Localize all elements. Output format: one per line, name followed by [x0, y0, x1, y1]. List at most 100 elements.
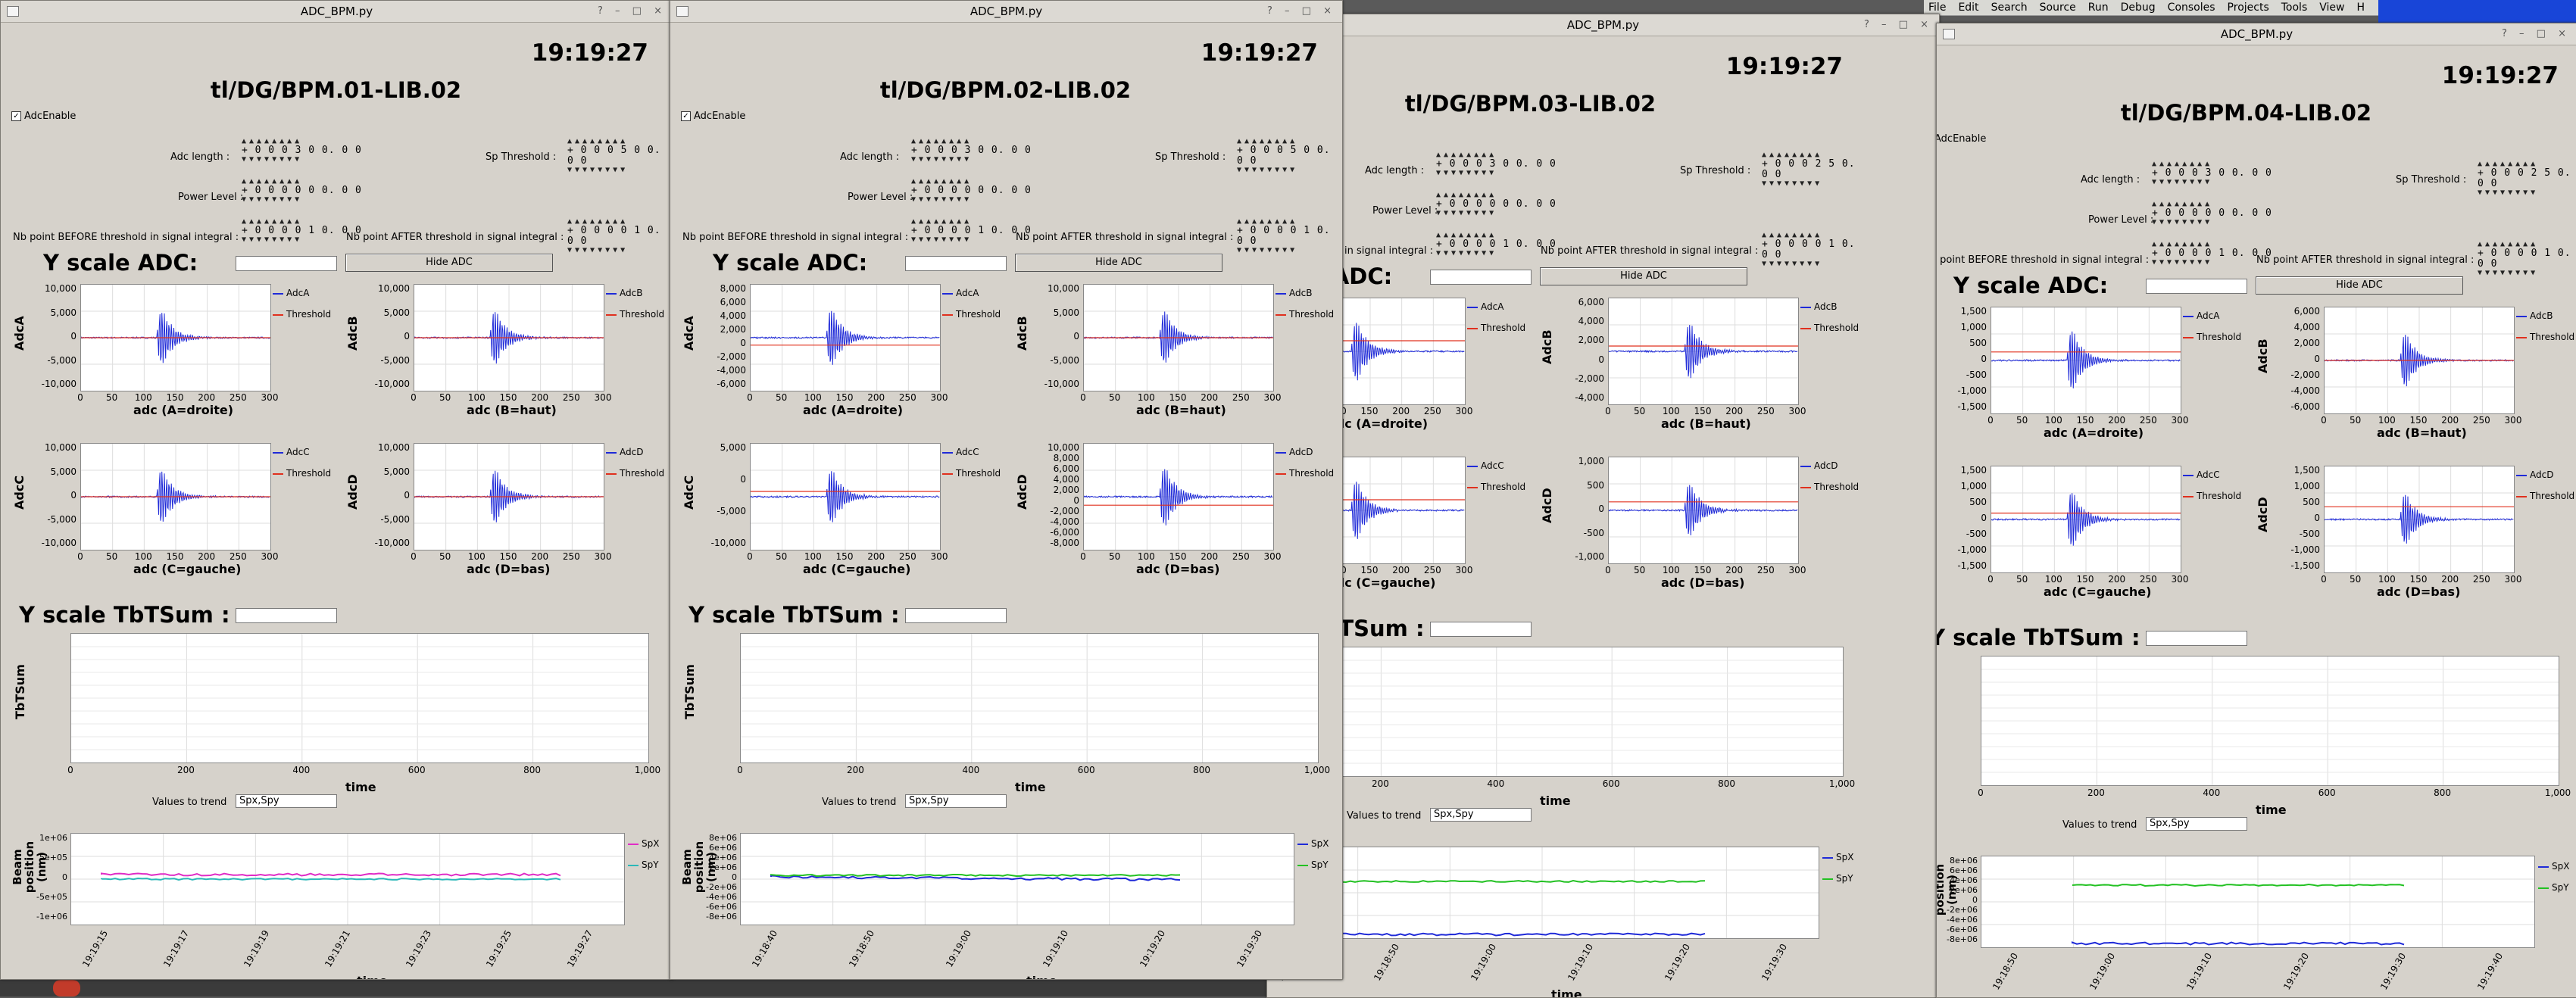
adc-length-spinbox-down-arrows[interactable]: ▼▼▼▼▼▼▼▼ — [911, 155, 973, 164]
power-level-spinbox-up-arrows[interactable]: ▲▲▲▲▲▲▲▲ — [2152, 200, 2213, 208]
ide-menu-item[interactable]: Consoles — [2167, 2, 2215, 14]
y-scale-adc-input[interactable] — [1430, 270, 1532, 285]
adc-enable-checkbox[interactable]: ✓AdcEnable — [1937, 133, 1986, 145]
sp-threshold-spinbox-down-arrows[interactable]: ▼▼▼▼▼▼▼▼ — [1237, 166, 1298, 174]
power-level-spinbox-down-arrows[interactable]: ▼▼▼▼▼▼▼▼ — [1436, 209, 1497, 217]
power-level-spinbox[interactable]: ▲▲▲▲▲▲▲▲ + 0 0 0 0 0 0. 0 0 ▼▼▼▼▼▼▼▼ — [911, 178, 1032, 204]
y-scale-tbt-input[interactable] — [2146, 631, 2247, 646]
y-scale-adc-input[interactable] — [905, 256, 1007, 271]
adc-length-spinbox-up-arrows[interactable]: ▲▲▲▲▲▲▲▲ — [1436, 151, 1497, 159]
nb-after-spinbox-down-arrows[interactable]: ▼▼▼▼▼▼▼▼ — [567, 246, 629, 254]
y-scale-tbt-input[interactable] — [236, 608, 337, 623]
nb-before-spinbox-down-arrows[interactable]: ▼▼▼▼▼▼▼▼ — [2152, 258, 2213, 267]
nb-after-spinbox-up-arrows[interactable]: ▲▲▲▲▲▲▲▲ — [567, 217, 629, 226]
sp-threshold-spinbox-up-arrows[interactable]: ▲▲▲▲▲▲▲▲ — [567, 137, 629, 145]
adc-length-spinbox-up-arrows[interactable]: ▲▲▲▲▲▲▲▲ — [911, 137, 973, 145]
power-level-spinbox-up-arrows[interactable]: ▲▲▲▲▲▲▲▲ — [1436, 191, 1497, 199]
window-titlebar[interactable]: ADC_BPM.py ? – □ × — [1267, 14, 1939, 36]
ide-menu-item[interactable]: Run — [2087, 2, 2109, 14]
nb-after-spinbox-down-arrows[interactable]: ▼▼▼▼▼▼▼▼ — [1762, 260, 1823, 268]
values-to-trend-input[interactable]: Spx,Spy — [2146, 817, 2247, 831]
app-launcher-icon[interactable] — [53, 980, 80, 996]
hide-adc-button[interactable]: Hide ADC — [345, 254, 553, 272]
sp-threshold-spinbox[interactable]: ▲▲▲▲▲▲▲▲ + 0 0 0 5 0 0. 0 0 ▼▼▼▼▼▼▼▼ — [1237, 138, 1341, 174]
window-controls[interactable]: ? – □ × — [2502, 28, 2571, 39]
sp-threshold-spinbox-up-arrows[interactable]: ▲▲▲▲▲▲▲▲ — [2478, 160, 2539, 168]
nb-after-spinbox[interactable]: ▲▲▲▲▲▲▲▲ + 0 0 0 0 1 0. 0 0 ▼▼▼▼▼▼▼▼ — [1762, 232, 1866, 268]
power-level-spinbox-down-arrows[interactable]: ▼▼▼▼▼▼▼▼ — [911, 195, 973, 204]
y-scale-tbt-input[interactable] — [1430, 622, 1532, 637]
nb-after-spinbox-up-arrows[interactable]: ▲▲▲▲▲▲▲▲ — [1762, 231, 1823, 239]
adc-length-spinbox[interactable]: ▲▲▲▲▲▲▲▲ + 0 0 0 3 0 0. 0 0 ▼▼▼▼▼▼▼▼ — [2152, 161, 2272, 186]
values-to-trend-input[interactable]: Spx,Spy — [1430, 808, 1532, 822]
window-controls[interactable]: ? – □ × — [598, 5, 667, 17]
checkbox-box[interactable]: ✓ — [11, 111, 21, 121]
power-level-spinbox[interactable]: ▲▲▲▲▲▲▲▲ + 0 0 0 0 0 0. 0 0 ▼▼▼▼▼▼▼▼ — [242, 178, 362, 204]
nb-before-spinbox-down-arrows[interactable]: ▼▼▼▼▼▼▼▼ — [911, 235, 973, 244]
adc-length-spinbox[interactable]: ▲▲▲▲▲▲▲▲ + 0 0 0 3 0 0. 0 0 ▼▼▼▼▼▼▼▼ — [242, 138, 362, 164]
ide-menu-item[interactable]: Source — [2039, 2, 2076, 14]
nb-after-spinbox-down-arrows[interactable]: ▼▼▼▼▼▼▼▼ — [2478, 269, 2539, 277]
ide-menu-item[interactable]: Projects — [2227, 2, 2269, 14]
adc-length-spinbox-up-arrows[interactable]: ▲▲▲▲▲▲▲▲ — [242, 137, 303, 145]
power-level-spinbox[interactable]: ▲▲▲▲▲▲▲▲ + 0 0 0 0 0 0. 0 0 ▼▼▼▼▼▼▼▼ — [2152, 201, 2272, 226]
ide-menu-item[interactable]: View — [2319, 2, 2345, 14]
ide-menu-item[interactable]: H — [2356, 2, 2365, 14]
adc-length-spinbox[interactable]: ▲▲▲▲▲▲▲▲ + 0 0 0 3 0 0. 0 0 ▼▼▼▼▼▼▼▼ — [911, 138, 1032, 164]
power-level-spinbox[interactable]: ▲▲▲▲▲▲▲▲ + 0 0 0 0 0 0. 0 0 ▼▼▼▼▼▼▼▼ — [1436, 192, 1557, 217]
ide-menu-item[interactable]: Tools — [2281, 2, 2308, 14]
power-level-spinbox-up-arrows[interactable]: ▲▲▲▲▲▲▲▲ — [242, 177, 303, 186]
hide-adc-button[interactable]: Hide ADC — [1015, 254, 1222, 272]
adc-length-spinbox[interactable]: ▲▲▲▲▲▲▲▲ + 0 0 0 3 0 0. 0 0 ▼▼▼▼▼▼▼▼ — [1436, 151, 1557, 177]
hide-adc-button[interactable]: Hide ADC — [1540, 267, 1747, 285]
sp-threshold-spinbox-down-arrows[interactable]: ▼▼▼▼▼▼▼▼ — [1762, 179, 1823, 188]
adc-length-spinbox-up-arrows[interactable]: ▲▲▲▲▲▲▲▲ — [2152, 160, 2213, 168]
nb-before-spinbox[interactable]: ▲▲▲▲▲▲▲▲ + 0 0 0 0 1 0. 0 0 ▼▼▼▼▼▼▼▼ — [242, 218, 362, 244]
nb-before-spinbox-down-arrows[interactable]: ▼▼▼▼▼▼▼▼ — [1436, 249, 1497, 257]
window-titlebar[interactable]: ADC_BPM.py ? – □ × — [1, 1, 673, 23]
nb-before-spinbox-up-arrows[interactable]: ▲▲▲▲▲▲▲▲ — [2152, 240, 2213, 248]
sp-threshold-spinbox-up-arrows[interactable]: ▲▲▲▲▲▲▲▲ — [1237, 137, 1298, 145]
sp-threshold-spinbox[interactable]: ▲▲▲▲▲▲▲▲ + 0 0 0 5 0 0. 0 0 ▼▼▼▼▼▼▼▼ — [567, 138, 671, 174]
ide-menu-item[interactable]: File — [1928, 2, 1947, 14]
window-titlebar[interactable]: ADC_BPM.py ? – □ × — [670, 1, 1342, 23]
window-titlebar[interactable]: ADC_BPM.py ? – □ × — [1937, 23, 2576, 45]
window-controls[interactable]: ? – □ × — [1864, 19, 1933, 30]
adc-enable-checkbox[interactable]: ✓AdcEnable — [11, 111, 76, 122]
values-to-trend-input[interactable]: Spx,Spy — [905, 794, 1007, 808]
values-to-trend-input[interactable]: Spx,Spy — [236, 794, 337, 808]
nb-after-spinbox[interactable]: ▲▲▲▲▲▲▲▲ + 0 0 0 0 1 0. 0 0 ▼▼▼▼▼▼▼▼ — [2478, 241, 2576, 277]
nb-before-spinbox[interactable]: ▲▲▲▲▲▲▲▲ + 0 0 0 0 1 0. 0 0 ▼▼▼▼▼▼▼▼ — [1436, 232, 1557, 257]
nb-after-spinbox-down-arrows[interactable]: ▼▼▼▼▼▼▼▼ — [1237, 246, 1298, 254]
sp-threshold-spinbox[interactable]: ▲▲▲▲▲▲▲▲ + 0 0 0 2 5 0. 0 0 ▼▼▼▼▼▼▼▼ — [1762, 151, 1866, 188]
power-level-spinbox-down-arrows[interactable]: ▼▼▼▼▼▼▼▼ — [2152, 218, 2213, 226]
adc-length-spinbox-down-arrows[interactable]: ▼▼▼▼▼▼▼▼ — [2152, 178, 2213, 186]
y-scale-adc-input[interactable] — [236, 256, 337, 271]
nb-before-spinbox-up-arrows[interactable]: ▲▲▲▲▲▲▲▲ — [242, 217, 303, 226]
power-level-spinbox-down-arrows[interactable]: ▼▼▼▼▼▼▼▼ — [242, 195, 303, 204]
adc-length-spinbox-down-arrows[interactable]: ▼▼▼▼▼▼▼▼ — [242, 155, 303, 164]
window-controls[interactable]: ? – □ × — [1267, 5, 1336, 17]
nb-after-spinbox[interactable]: ▲▲▲▲▲▲▲▲ + 0 0 0 0 1 0. 0 0 ▼▼▼▼▼▼▼▼ — [567, 218, 671, 254]
adc-length-spinbox-down-arrows[interactable]: ▼▼▼▼▼▼▼▼ — [1436, 169, 1497, 177]
y-scale-tbt-input[interactable] — [905, 608, 1007, 623]
ide-menu-item[interactable]: Search — [1991, 2, 2028, 14]
nb-before-spinbox-down-arrows[interactable]: ▼▼▼▼▼▼▼▼ — [242, 235, 303, 244]
nb-before-spinbox[interactable]: ▲▲▲▲▲▲▲▲ + 0 0 0 0 1 0. 0 0 ▼▼▼▼▼▼▼▼ — [911, 218, 1032, 244]
nb-before-spinbox[interactable]: ▲▲▲▲▲▲▲▲ + 0 0 0 0 1 0. 0 0 ▼▼▼▼▼▼▼▼ — [2152, 241, 2272, 267]
ide-menu-item[interactable]: Debug — [2120, 2, 2156, 14]
adc-enable-checkbox[interactable]: ✓AdcEnable — [681, 111, 745, 122]
checkbox-box[interactable]: ✓ — [681, 111, 691, 121]
nb-after-spinbox-up-arrows[interactable]: ▲▲▲▲▲▲▲▲ — [2478, 240, 2539, 248]
sp-threshold-spinbox-down-arrows[interactable]: ▼▼▼▼▼▼▼▼ — [567, 166, 629, 174]
sp-threshold-spinbox[interactable]: ▲▲▲▲▲▲▲▲ + 0 0 0 2 5 0. 0 0 ▼▼▼▼▼▼▼▼ — [2478, 161, 2576, 197]
nb-before-spinbox-up-arrows[interactable]: ▲▲▲▲▲▲▲▲ — [1436, 231, 1497, 239]
sp-threshold-spinbox-down-arrows[interactable]: ▼▼▼▼▼▼▼▼ — [2478, 189, 2539, 197]
nb-after-spinbox[interactable]: ▲▲▲▲▲▲▲▲ + 0 0 0 0 1 0. 0 0 ▼▼▼▼▼▼▼▼ — [1237, 218, 1341, 254]
nb-after-spinbox-up-arrows[interactable]: ▲▲▲▲▲▲▲▲ — [1237, 217, 1298, 226]
ide-menu-item[interactable]: Edit — [1958, 2, 1979, 14]
sp-threshold-spinbox-up-arrows[interactable]: ▲▲▲▲▲▲▲▲ — [1762, 151, 1823, 159]
power-level-spinbox-up-arrows[interactable]: ▲▲▲▲▲▲▲▲ — [911, 177, 973, 186]
nb-before-spinbox-up-arrows[interactable]: ▲▲▲▲▲▲▲▲ — [911, 217, 973, 226]
hide-adc-button[interactable]: Hide ADC — [2256, 276, 2463, 295]
